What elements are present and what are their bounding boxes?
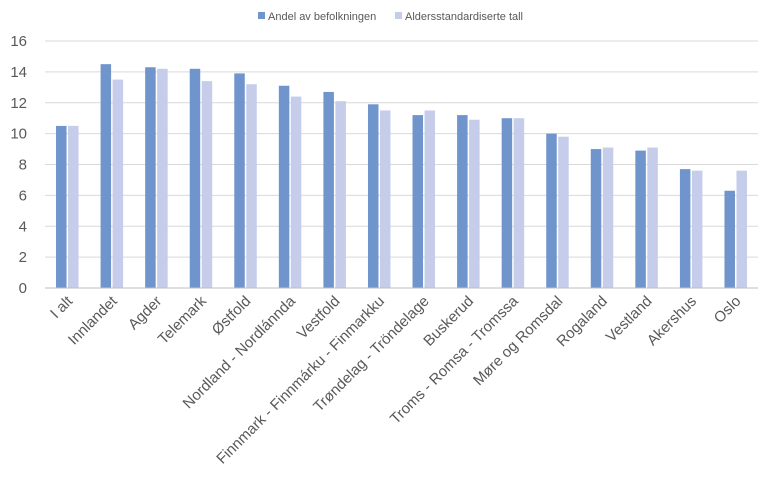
y-tick-label: 0 (19, 280, 27, 297)
x-category-label: Akershus (644, 293, 700, 349)
y-tick-label: 8 (19, 157, 27, 174)
bar-series-2 (424, 110, 436, 288)
bar-series-1 (323, 91, 334, 288)
bar-series-1 (100, 64, 112, 288)
y-tick-label: 6 (19, 187, 27, 204)
x-category-label: Agder (125, 293, 165, 333)
legend-label-series-2: Aldersstandardiserte tall (405, 11, 523, 23)
bar-series-1 (501, 118, 513, 288)
bar-series-1 (189, 68, 201, 288)
bar-series-1 (679, 169, 691, 288)
y-axis-tick-labels: 0 2 4 6 8 10 12 14 16 (10, 33, 27, 297)
legend-swatch-series-1 (258, 12, 265, 19)
bar-series-1 (724, 190, 735, 288)
bar-series-2 (246, 84, 257, 288)
bar-series-2 (469, 119, 480, 288)
bar-series-1 (546, 133, 557, 289)
bars (56, 64, 747, 289)
bar-series-2 (157, 68, 168, 288)
legend: Andel av befolkningen Aldersstandardiser… (258, 11, 523, 23)
x-category-label: Innlandet (65, 292, 121, 348)
bar-series-2 (691, 170, 703, 288)
y-tick-label: 10 (10, 126, 27, 143)
bar-series-2 (602, 147, 614, 288)
legend-swatch-series-2 (395, 12, 402, 19)
bar-series-2 (379, 110, 391, 288)
y-tick-label: 2 (19, 249, 27, 266)
bar-series-2 (558, 136, 569, 288)
y-tick-label: 16 (10, 33, 27, 50)
y-tick-label: 14 (10, 64, 27, 81)
bar-series-1 (412, 115, 424, 288)
bar-series-2 (513, 118, 525, 288)
bar-series-2 (736, 170, 747, 288)
bar-series-1 (457, 115, 468, 288)
bar-series-1 (635, 150, 646, 288)
x-category-label: Oslo (711, 293, 745, 327)
bar-series-1 (590, 149, 602, 288)
bar-series-2 (335, 101, 346, 289)
bar-series-2 (68, 125, 79, 288)
bar-series-1 (56, 125, 67, 288)
bar-series-1 (278, 85, 290, 289)
x-category-label: Telemark (155, 292, 210, 347)
bar-series-2 (201, 81, 213, 288)
bar-series-2 (290, 96, 302, 288)
bar-series-1 (145, 67, 156, 289)
y-tick-label: 12 (10, 95, 27, 112)
bar-series-1 (367, 104, 379, 288)
legend-label-series-1: Andel av befolkningen (268, 11, 376, 23)
bar-series-2 (112, 79, 124, 288)
y-tick-label: 4 (19, 218, 27, 235)
bar-series-2 (647, 147, 658, 288)
bar-series-1 (234, 73, 245, 288)
x-category-label: I alt (47, 292, 77, 322)
